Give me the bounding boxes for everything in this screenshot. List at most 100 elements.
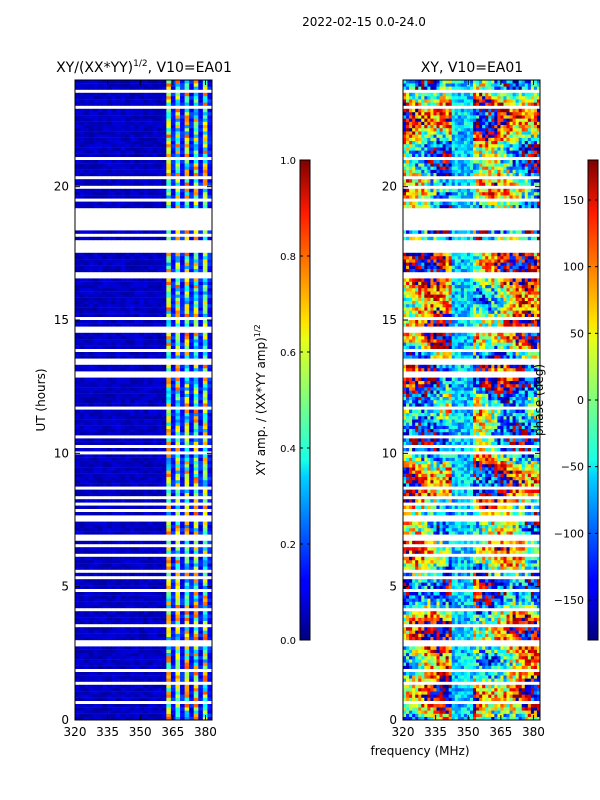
amplitude-cell — [138, 387, 144, 391]
amplitude-cell — [207, 112, 212, 116]
amplitude-cell — [120, 108, 126, 113]
amplitude-cell — [138, 201, 144, 205]
phase-cell — [491, 704, 495, 708]
amplitude-cell — [198, 115, 204, 119]
amplitude-cell — [193, 265, 199, 269]
amplitude-cell — [84, 528, 90, 532]
amplitude-cell — [125, 265, 131, 269]
amplitude-cell — [202, 307, 208, 311]
amplitude-cell — [138, 294, 144, 298]
amplitude-cell — [180, 352, 185, 356]
amplitude-cell — [116, 649, 122, 653]
amplitude-cell — [170, 585, 176, 589]
amplitude-cell — [152, 448, 158, 452]
amplitude-cell — [198, 134, 204, 138]
amplitude-cell — [202, 352, 208, 356]
amplitude-cell — [148, 697, 154, 701]
amplitude-cell — [161, 684, 167, 689]
amplitude-cell — [202, 409, 208, 413]
amplitude-cell — [143, 614, 149, 618]
amplitude-cell — [189, 713, 195, 717]
amplitude-cell — [111, 665, 117, 669]
amplitude-cell — [97, 345, 103, 349]
amplitude-cell — [180, 137, 185, 141]
amplitude-cell — [111, 601, 117, 605]
amplitude-cell — [111, 550, 117, 554]
amplitude-cell — [148, 108, 154, 113]
amplitude-cell — [134, 182, 140, 186]
amplitude-cell — [202, 675, 208, 679]
amplitude-cell — [170, 396, 176, 401]
amplitude-cell — [207, 310, 212, 314]
amplitude-cell — [129, 563, 135, 567]
amplitude-cell — [180, 540, 185, 545]
amplitude-cell — [202, 438, 208, 442]
amplitude-cell — [170, 524, 176, 529]
amplitude-cell — [129, 611, 135, 615]
amplitude-cell — [106, 656, 112, 660]
amplitude-cell — [116, 457, 122, 461]
amplitude-cell — [97, 377, 103, 381]
amplitude-cell — [180, 460, 185, 465]
phase-cell — [479, 707, 483, 711]
amplitude-cell — [166, 627, 172, 631]
amplitude-cell — [102, 147, 108, 151]
amplitude-cell — [93, 611, 99, 615]
amplitude-cell — [180, 364, 185, 369]
amplitude-cell — [106, 419, 112, 423]
amplitude-cell — [161, 121, 167, 125]
amplitude-cell — [120, 259, 126, 263]
amplitude-cell — [106, 83, 112, 87]
amplitude-cell — [198, 396, 204, 401]
amplitude-cell — [129, 102, 135, 106]
amplitude-cell — [84, 163, 90, 167]
amplitude-cell — [106, 134, 112, 138]
amplitude-cell — [189, 572, 195, 577]
amplitude-cell — [97, 582, 103, 586]
amplitude-cell — [79, 268, 85, 273]
amplitude-cell — [157, 112, 163, 116]
phase-cell — [403, 713, 407, 717]
amplitude-cell — [106, 96, 112, 100]
amplitude-cell — [198, 611, 204, 615]
amplitude-cell — [180, 92, 185, 97]
amplitude-cell — [148, 652, 154, 657]
amplitude-cell — [111, 96, 117, 100]
phase-cell — [406, 694, 410, 698]
amplitude-cell — [111, 102, 117, 106]
amplitude-x-tick-label: 320 — [64, 725, 87, 739]
amplitude-cell — [129, 652, 135, 657]
amplitude-cell — [116, 617, 122, 621]
amplitude-cell — [202, 598, 208, 602]
amplitude-cell — [180, 259, 185, 263]
amplitude-cell — [184, 83, 190, 87]
amplitude-cell — [198, 614, 204, 618]
amplitude-cell — [184, 665, 190, 669]
amplitude-cell — [143, 182, 149, 186]
amplitude-cell — [116, 86, 122, 90]
amplitude-cell — [111, 716, 117, 720]
amplitude-cell — [175, 428, 181, 433]
amplitude-cell — [111, 432, 117, 436]
phase-cell — [469, 697, 474, 701]
amplitude-cell — [152, 649, 158, 653]
amplitude-cell — [75, 636, 80, 641]
amplitude-cell — [129, 396, 135, 401]
amplitude-cell — [75, 80, 80, 84]
amplitude-cell — [152, 320, 158, 324]
amplitude-cell — [166, 601, 172, 605]
amplitude-cell — [116, 656, 122, 660]
amplitude-cell — [170, 448, 176, 452]
amplitude-cell — [106, 128, 112, 132]
amplitude-cell — [184, 556, 190, 561]
amplitude-cell — [152, 169, 158, 173]
amplitude-cell — [75, 268, 80, 273]
amplitude-cell — [207, 678, 212, 682]
amplitude-cell — [184, 188, 190, 193]
amplitude-cell — [157, 137, 163, 141]
phase-cell — [530, 691, 535, 695]
amplitude-cell — [120, 339, 126, 343]
phase-cell — [515, 716, 520, 720]
amplitude-cell — [184, 662, 190, 666]
amplitude-cell — [138, 236, 144, 241]
